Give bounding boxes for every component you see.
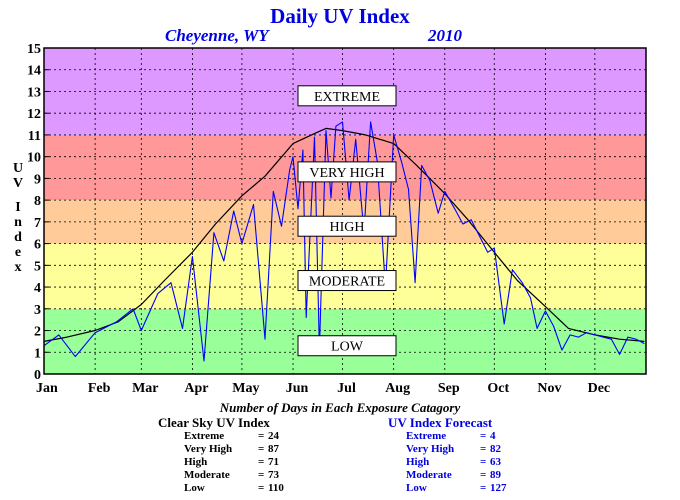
x-tick-label: Aug bbox=[385, 381, 410, 396]
category-label: EXTREME bbox=[314, 90, 380, 105]
count-value: 89 bbox=[490, 469, 502, 481]
count-value: 110 bbox=[268, 482, 284, 494]
chart-year: 2010 bbox=[427, 26, 463, 45]
y-tick-label: 1 bbox=[34, 346, 41, 361]
count-equals: = bbox=[258, 456, 264, 468]
y-tick-label: 14 bbox=[27, 64, 41, 79]
count-equals: = bbox=[480, 443, 486, 455]
count-value: 4 bbox=[490, 430, 496, 442]
count-equals: = bbox=[480, 456, 486, 468]
forecast-counts: Extreme = 4 Very High = 82 High = 63 Moderate = 89 L… bbox=[406, 430, 507, 494]
x-tick-label: Mar bbox=[132, 381, 158, 396]
count-label: Low bbox=[406, 482, 427, 494]
count-label: Extreme bbox=[406, 430, 446, 442]
forecast-line bbox=[43, 121, 645, 362]
count-value: 82 bbox=[490, 443, 502, 455]
category-label: VERY HIGH bbox=[309, 166, 384, 181]
chart-title: Daily UV Index bbox=[270, 4, 410, 28]
y-tick-label: 9 bbox=[34, 172, 41, 187]
y-tick-label: 7 bbox=[34, 216, 41, 231]
count-label: High bbox=[184, 456, 207, 468]
x-tick-label: Jul bbox=[337, 381, 356, 396]
count-label: High bbox=[406, 456, 429, 468]
y-tick-label: 6 bbox=[34, 238, 41, 253]
clear-sky-counts: Extreme = 24 Very High = 87 High = 71 Moderate = 73… bbox=[184, 430, 284, 494]
y-tick-label: 4 bbox=[34, 281, 41, 296]
category-label-box bbox=[297, 215, 397, 237]
count-value: 87 bbox=[268, 443, 280, 455]
y-tick-label: 8 bbox=[34, 194, 41, 209]
count-label: Extreme bbox=[184, 430, 224, 442]
count-equals: = bbox=[258, 443, 264, 455]
y-tick-label: 0 bbox=[34, 368, 41, 383]
x-tick-label: Nov bbox=[537, 381, 561, 396]
count-equals: = bbox=[258, 430, 264, 442]
x-tick-label: Sep bbox=[438, 381, 460, 396]
x-tick-label: Jan bbox=[36, 381, 58, 396]
y-tick-label: 15 bbox=[27, 42, 41, 57]
category-label: HIGH bbox=[330, 220, 365, 235]
series-lines bbox=[43, 121, 645, 362]
y-axis-label-letter: x bbox=[15, 260, 22, 275]
count-value: 73 bbox=[268, 469, 280, 481]
y-axis-label-letter: I bbox=[15, 200, 20, 215]
y-tick-label: 10 bbox=[27, 151, 41, 166]
y-tick-label: 11 bbox=[28, 129, 41, 144]
summary-caption: Number of Days in Each Exposure Catagory bbox=[219, 400, 461, 415]
clear-sky-line bbox=[43, 127, 645, 342]
y-axis-label-letter: n bbox=[14, 215, 22, 230]
x-tick-label: Oct bbox=[487, 381, 509, 396]
y-tick-label: 12 bbox=[27, 107, 41, 122]
y-tick-label: 2 bbox=[34, 325, 41, 340]
y-axis-label-letter: U bbox=[13, 161, 23, 176]
count-label: Moderate bbox=[184, 469, 230, 481]
y-axis-label-letter: d bbox=[14, 230, 22, 245]
x-tick-label: Feb bbox=[88, 381, 111, 396]
count-label: Very High bbox=[184, 443, 232, 455]
count-label: Low bbox=[184, 482, 205, 494]
y-tick-label: 3 bbox=[34, 303, 41, 318]
count-equals: = bbox=[258, 469, 264, 481]
count-value: 71 bbox=[268, 456, 279, 468]
category-label-box bbox=[297, 270, 397, 292]
category-labels: LOW MODERATE HIGH VERY HIGH EXTREME bbox=[297, 85, 397, 357]
count-equals: = bbox=[480, 469, 486, 481]
y-axis-label-letter: e bbox=[15, 245, 21, 260]
y-axis-label-letter: V bbox=[13, 176, 23, 191]
category-label-box bbox=[297, 85, 397, 107]
x-tick-label: Dec bbox=[588, 381, 611, 396]
chart-location: Cheyenne, WY bbox=[165, 26, 270, 45]
count-equals: = bbox=[480, 482, 486, 494]
category-label: LOW bbox=[331, 340, 364, 355]
count-label: Very High bbox=[406, 443, 454, 455]
forecast-title: UV Index Forecast bbox=[388, 415, 493, 430]
count-equals: = bbox=[480, 430, 486, 442]
count-value: 63 bbox=[490, 456, 502, 468]
category-label-box bbox=[297, 335, 397, 357]
count-value: 127 bbox=[490, 482, 507, 494]
count-label: Moderate bbox=[406, 469, 452, 481]
y-tick-label: 13 bbox=[27, 85, 41, 100]
y-tick-label: 5 bbox=[34, 259, 41, 274]
x-tick-label: Apr bbox=[184, 381, 208, 396]
clear-sky-title: Clear Sky UV Index bbox=[158, 415, 270, 430]
plot-frame bbox=[43, 47, 647, 375]
category-label: MODERATE bbox=[309, 275, 385, 290]
count-value: 24 bbox=[268, 430, 280, 442]
x-tick-label: Jun bbox=[286, 381, 309, 396]
x-tick-labels: Jan Feb Mar Apr May Jun Jul Aug Sep Oct Nov Dec bbox=[36, 381, 610, 396]
category-label-box bbox=[297, 161, 397, 183]
x-tick-label: May bbox=[232, 381, 259, 396]
count-equals: = bbox=[258, 482, 264, 494]
